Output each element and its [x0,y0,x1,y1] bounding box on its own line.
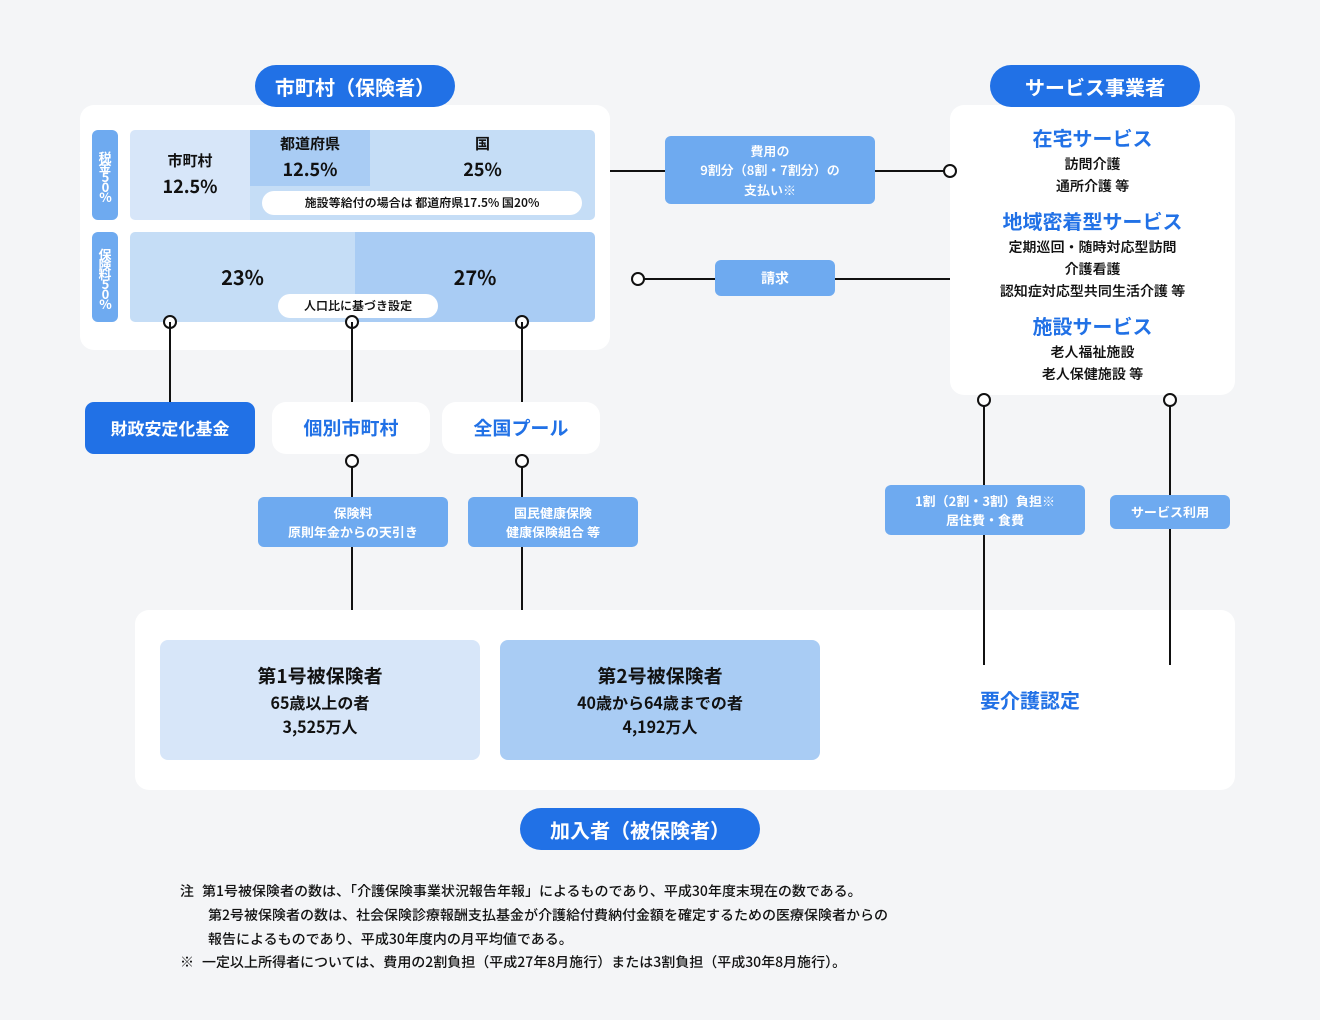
cat1-title: 第1号被保険者 [257,662,382,691]
cat2-l1: 40歳から64歳までの者 [577,690,743,714]
cat1-l1: 65歳以上の者 [271,690,370,714]
premium-deduct-l2: 原則年金からの天引き [288,522,418,542]
dot-ind-down [345,454,359,468]
note-l2: 第2号被保険者の数は、社会保険診療報酬支払基金が介護給付費納付金額を確定するため… [208,905,888,925]
note-l4: 一定以上所得者については、費用の2割負担（平成27年8月施行）または3割負担（平… [202,952,846,972]
dot-pool-down [515,454,529,468]
link-claim-dot-l [631,272,645,286]
conn-fund-v [169,322,171,402]
svc-home-sub1: 訪問介護 [960,154,1225,174]
tax-muni: 市町村 12.5% [130,130,250,220]
nhi-label: 国民健康保険 健康保険組合 等 [468,497,638,547]
tax-50-label: 税金50% [92,130,118,220]
burden-l1: 1割（2割・3割）負担※ [915,491,1055,511]
tax-nation-label: 国 [475,133,490,156]
provider-card: 在宅サービス 訪問介護 通所介護 等 地域密着型サービス 定期巡回・随時対応型訪… [950,105,1235,395]
nhi-l2: 健康保険組合 等 [506,522,600,542]
premium-deduct-l1: 保険料 [333,503,372,523]
link-payment-l2: 9割分（8割・7割分）の [700,160,840,180]
provider-header: サービス事業者 [990,65,1200,107]
tax-nation: 国 25% [370,130,595,186]
svc-home-title: 在宅サービス [960,123,1225,152]
nhi-l1: 国民健康保険 [514,503,592,523]
tax-nation-value: 25% [463,156,502,183]
tax-muni-label: 市町村 [167,150,212,173]
svc-local-sub2: 介護看護 [960,259,1225,279]
svc-local-sub1: 定期巡回・随時対応型訪問 [960,237,1225,257]
tax-pref-value: 12.5% [282,156,337,183]
dot-use-top [1163,393,1177,407]
link-payment-l1: 費用の [750,141,789,161]
link-payment-l3: 支払い※ [744,180,796,200]
individual-box: 個別市町村 [272,402,430,454]
cat2-box: 第2号被保険者 40歳から64歳までの者 4,192万人 [500,640,820,760]
conn-use [1169,395,1171,665]
svc-local-title: 地域密着型サービス [960,206,1225,235]
burden-l2: 居住費・食費 [946,510,1024,530]
note-prefix: 注 [180,881,194,901]
cat1-box: 第1号被保険者 65歳以上の者 3,525万人 [160,640,480,760]
note-mark: ※ [180,952,194,972]
svc-fac-sub1: 老人福祉施設 [960,342,1225,362]
fund-box: 財政安定化基金 [85,402,255,454]
conn-pool-v [521,322,523,402]
svc-fac-sub2: 老人保健施設 等 [960,364,1225,384]
tax-pref: 都道府県 12.5% [250,130,370,186]
note-l3: 報告によるものであり、平成30年度内の月平均値である。 [208,929,573,949]
svc-fac-title: 施設サービス [960,311,1225,340]
svc-home-sub2: 通所介護 等 [960,176,1225,196]
dot-burden-top [977,393,991,407]
certification-box: 要介護認定 [855,665,1205,735]
pool-box: 全国プール [442,402,600,454]
link-payment-label: 費用の 9割分（8割・7割分）の 支払い※ [665,136,875,204]
premium-50-label: 保険料50% [92,232,118,322]
link-claim-label: 請求 [715,260,835,296]
notes-block: 注第1号被保険者の数は、「介護保険事業状況報告年報」によるものであり、平成30年… [180,880,1140,975]
note-l1: 第1号被保険者の数は、「介護保険事業状況報告年報」によるものであり、平成30年度… [202,881,862,901]
link-payment-dot-r [943,164,957,178]
tax-muni-value: 12.5% [162,173,217,200]
tax-note: 施設等給付の場合は 都道府県17.5% 国20% [262,191,582,215]
premium-note: 人口比に基づき設定 [278,294,438,318]
members-header: 加入者（被保険者） [520,808,760,850]
cat2-title: 第2号被保険者 [597,662,722,691]
insurer-header: 市町村（保険者） [255,65,455,107]
conn-ind-v [351,322,353,402]
use-label: サービス利用 [1110,495,1230,529]
burden-label: 1割（2割・3割）負担※ 居住費・食費 [885,485,1085,535]
tax-pref-label: 都道府県 [280,133,340,156]
cat1-l2: 3,525万人 [283,714,358,738]
cat2-l2: 4,192万人 [623,714,698,738]
premium-deduct-label: 保険料 原則年金からの天引き [258,497,448,547]
svc-local-sub3: 認知症対応型共同生活介護 等 [960,281,1225,301]
